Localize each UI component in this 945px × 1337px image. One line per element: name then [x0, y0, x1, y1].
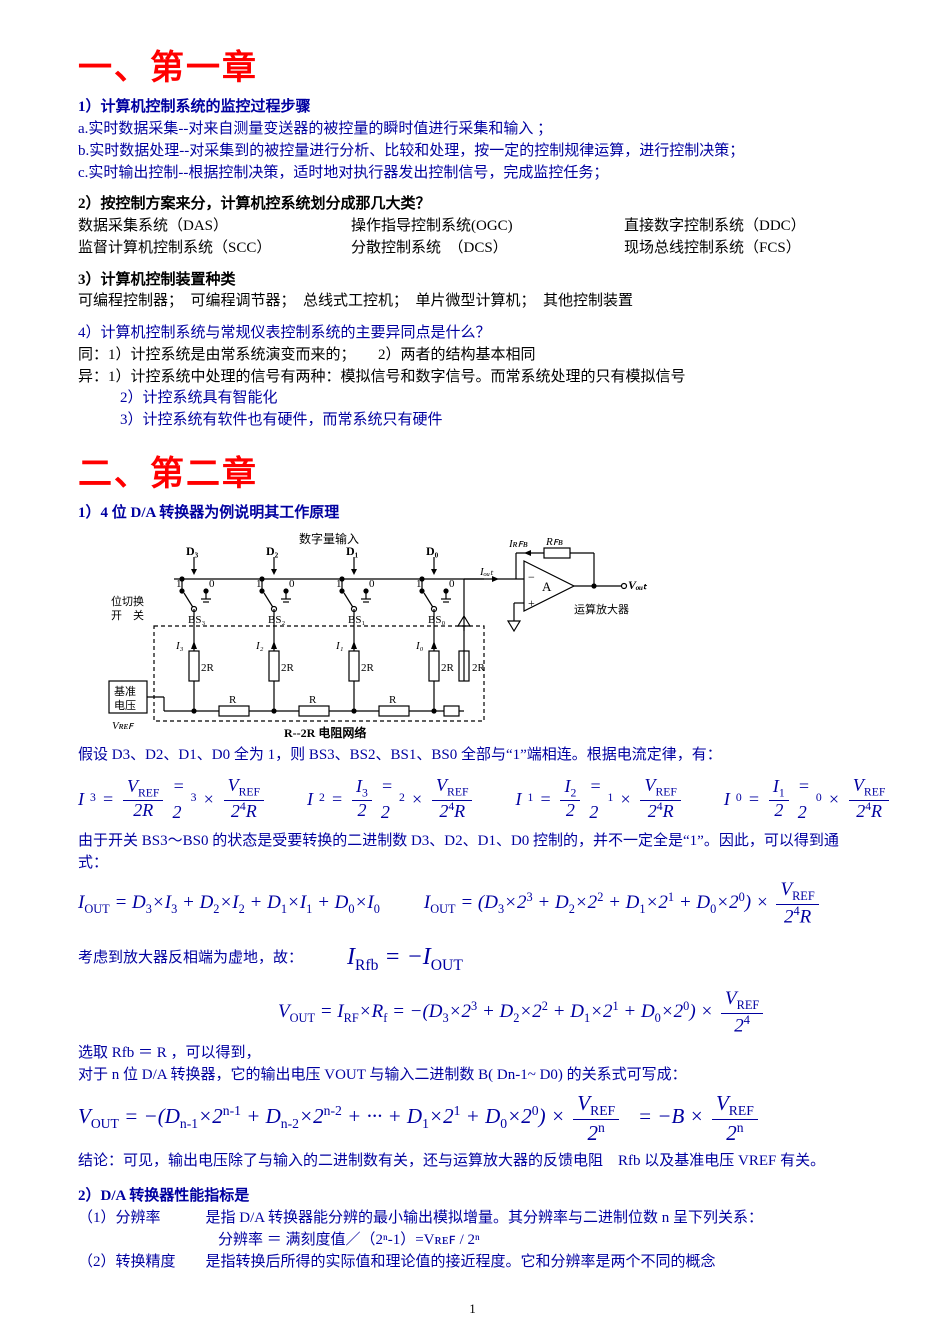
ch1-s1-head: 1）计算机控制系统的监控过程步骤 [78, 97, 867, 119]
svg-text:I₃: I₃ [175, 640, 184, 652]
svg-text:D₁: D₁ [346, 544, 359, 558]
svg-text:运算放大器: 运算放大器 [574, 602, 629, 616]
ch1-s2-r2c1: 监督计算机控制系统（SCC） [78, 238, 321, 260]
ch1-s1-b: b.实时数据处理--对采集到的被控量进行分析、比较和处理，按一定的控制规律运算，… [78, 141, 867, 163]
svg-text:D₀: D₀ [426, 544, 439, 558]
svg-text:2R: 2R [281, 662, 295, 674]
svg-text:Iₒᵤₜ: Iₒᵤₜ [479, 566, 494, 578]
svg-text:R: R [389, 694, 397, 706]
ch1-s3-body: 可编程控制器； 可编程调节器； 总线式工控机； 单片微型计算机； 其他控制装置 [78, 291, 867, 313]
chapter-1-title: 一、第一章 [78, 44, 867, 93]
svg-text:2R: 2R [472, 662, 486, 674]
da-circuit-diagram: 数字量输入 位切换 开 关 基准 电压 Vʀᴇꜰ Iₒᵤₜ [104, 531, 664, 741]
svg-text:R--2R 电阻网络: R--2R 电阻网络 [284, 725, 366, 740]
svg-text:0: 0 [209, 578, 215, 590]
svg-text:BS₁: BS₁ [348, 614, 365, 626]
ch1-s2-row2: 监督计算机控制系统（SCC） 分散控制系统 （DCS） 现场总线控制系统（FCS… [78, 238, 867, 260]
ch1-s2-r1c1: 数据采集系统（DAS） [78, 216, 321, 238]
svg-text:0: 0 [369, 578, 375, 590]
ch1-s1-c: c.实时输出控制--根据控制决策，适时地对执行器发出控制信号，完成监控任务； [78, 163, 867, 185]
ch1-s2-r1c3: 直接数字控制系统（DDC） [624, 216, 867, 238]
svg-text:Vʀᴇꜰ: Vʀᴇꜰ [112, 720, 135, 732]
svg-text:Vₒᵤₜ: Vₒᵤₜ [628, 578, 648, 592]
ch1-s2-row1: 数据采集系统（DAS） 操作指导控制系统(OGC) 直接数字控制系统（DDC） [78, 216, 867, 238]
ch2-text2: 由于开关 BS3～BS0 的状态是受要转换的二进制数 D3、D2、D1、D0 控… [78, 831, 867, 875]
svg-text:A: A [542, 579, 552, 594]
svg-text:位切换: 位切换 [111, 594, 144, 608]
svg-text:BS₃: BS₃ [188, 614, 205, 626]
ch2-s2-r1: （1）分辨率 是指 D/A 转换器能分辨的最小输出模拟增量。其分辨率与二进制位数… [78, 1208, 867, 1230]
irfb-row: 考虑到放大器反相端为虚地，故： IRfb = −IOUT [78, 934, 867, 983]
svg-text:+: + [528, 596, 535, 610]
formula-i-series: I3 = VREF2R = 23 × VREF24R I2 = I32 = 22… [78, 773, 867, 825]
svg-text:D₃: D₃ [186, 544, 199, 558]
svg-text:2R: 2R [361, 662, 375, 674]
ch1-s2-head: 2）按控制方案来分，计算机控系统划分成那几大类？ [78, 194, 867, 216]
ch2-s2-r1b: 分辨率 ＝ 满刻度值／（2ⁿ-1）=Vʀᴇꜰ / 2ⁿ [78, 1230, 867, 1252]
svg-text:I₀: I₀ [415, 640, 424, 652]
ch1-s4-d3: 3）计控系统有软件也有硬件，而常系统只有硬件 [78, 410, 867, 432]
svg-text:R: R [309, 694, 317, 706]
svg-text:Iʀꜰʙ: Iʀꜰʙ [508, 538, 528, 550]
svg-text:电压: 电压 [114, 699, 136, 712]
ch2-s1-head: 1）4 位 D/A 转换器为例说明其工作原理 [78, 503, 867, 525]
ch2-s2-head: 2）D/A 转换器性能指标是 [78, 1186, 867, 1208]
ch1-s2-r2c3: 现场总线控制系统（FCS） [624, 238, 867, 260]
svg-text:BS₂: BS₂ [268, 614, 285, 626]
svg-text:0: 0 [449, 578, 455, 590]
ch1-s4-same: 同：1）计控系统是由常系统演变而来的； 2）两者的结构基本相同 [78, 345, 867, 367]
ch1-s4-d1: 异：1）计控系统中处理的信号有两种：模拟信号和数字信号。而常系统处理的只有模拟信… [78, 367, 867, 389]
svg-text:I₁: I₁ [335, 640, 344, 652]
page-number: 1 [0, 1300, 945, 1319]
iout-row: IOUT = D3×I3 + D2×I2 + D1×I1 + D0×I0 IOU… [78, 874, 867, 934]
svg-text:I₂: I₂ [255, 640, 264, 652]
nbit: 对于 n 位 D/A 转换器，它的输出电压 VOUT 与输入二进制数 B( Dn… [78, 1065, 867, 1087]
svg-text:基准: 基准 [114, 685, 136, 698]
ch1-s3-head: 3）计算机控制装置种类 [78, 270, 867, 292]
svg-text:2R: 2R [201, 662, 215, 674]
ch2-assume: 假设 D3、D2、D1、D0 全为 1，则 BS3、BS2、BS1、BS0 全部… [78, 745, 867, 767]
svg-text:2R: 2R [441, 662, 455, 674]
svg-text:开 关: 开 关 [111, 608, 144, 622]
ch2-s2-r2: （2）转换精度 是指转换后所得的实际值和理论值的接近程度。它和分辨率是两个不同的… [78, 1252, 867, 1274]
chapter-2-title: 二、第二章 [78, 450, 867, 499]
conclusion: 结论：可见，输出电压除了与输入的二进制数有关，还与运算放大器的反馈电阻 Rfb … [78, 1151, 867, 1173]
svg-text:BS₀: BS₀ [428, 614, 445, 626]
svg-text:Rꜰʙ: Rꜰʙ [545, 536, 563, 548]
document-page: 一、第一章 1）计算机控制系统的监控过程步骤 a.实时数据采集--对来自测量变送… [0, 0, 945, 1337]
vout-nbit: VOUT = −(Dn-1×2n-1 + Dn-2×2n-2 + ··· + D… [78, 1092, 867, 1144]
ch1-s1-a: a.实时数据采集--对来自测量变送器的被控量的瞬时值进行采集和输入 ； [78, 119, 867, 141]
vout-eq1: VOUT = IRF×Rf = −(D3×23 + D2×22 + D1×21 … [278, 989, 867, 1037]
ch1-s2-r2c2: 分散控制系统 （DCS） [351, 238, 594, 260]
svg-text:R: R [229, 694, 237, 706]
svg-text:D₂: D₂ [266, 544, 279, 558]
svg-text:−: − [528, 570, 535, 584]
ch1-s2-r1c2: 操作指导控制系统(OGC) [351, 216, 594, 238]
svg-text:0: 0 [289, 578, 295, 590]
ch1-s4-head: 4）计算机控制系统与常规仪表控制系统的主要异同点是什么？ [78, 323, 867, 345]
ch1-s4-d2: 2）计控系统具有智能化 [78, 388, 867, 410]
rfb-eq-r: 选取 Rfb ＝ R ，可以得到， [78, 1043, 867, 1065]
